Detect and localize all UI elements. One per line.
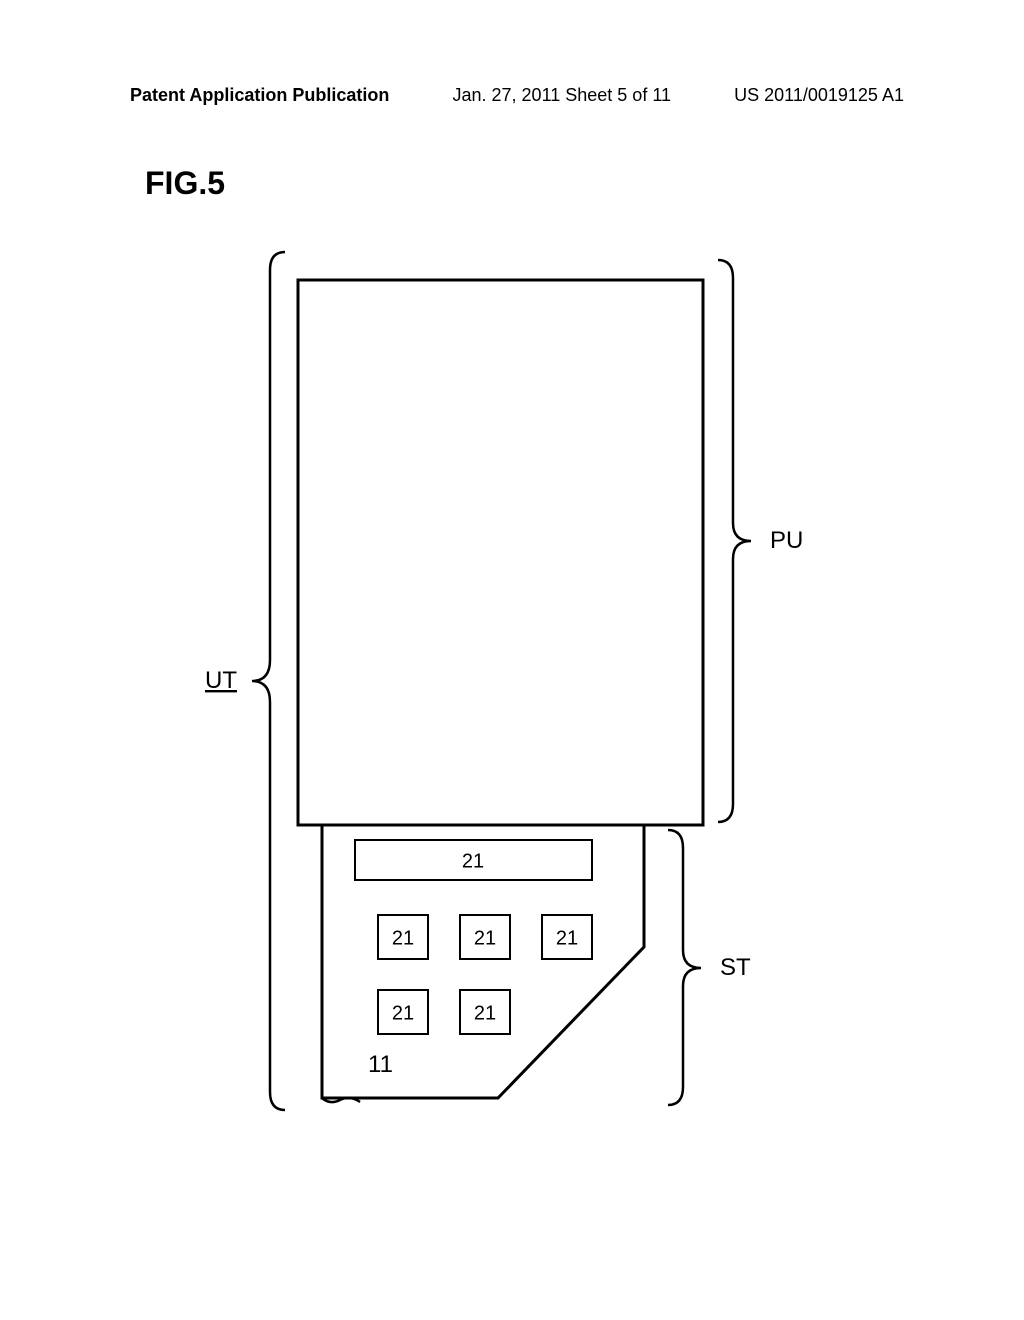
main-rect-pu — [298, 280, 703, 825]
brace-pu — [718, 260, 751, 822]
box-21-r2c2-label: 21 — [474, 1002, 496, 1024]
brace-ut — [252, 252, 285, 1110]
document-header: Patent Application Publication Jan. 27, … — [0, 85, 1024, 106]
patent-diagram: 21 21 21 21 21 21 11 UT PU ST — [0, 230, 1024, 1130]
box-21-wide-label: 21 — [462, 850, 484, 872]
box-21-r1c3-label: 21 — [556, 927, 578, 949]
ref-11-label: 11 — [368, 1051, 393, 1078]
brace-st — [668, 830, 701, 1105]
header-center: Jan. 27, 2011 Sheet 5 of 11 — [453, 85, 672, 106]
header-left: Patent Application Publication — [130, 85, 389, 106]
box-21-r1c2-label: 21 — [474, 927, 496, 949]
diagram-container: 21 21 21 21 21 21 11 UT PU ST — [0, 230, 1024, 1130]
label-ut: UT — [205, 667, 237, 694]
box-21-r1c1-label: 21 — [392, 927, 414, 949]
label-pu: PU — [770, 527, 803, 554]
label-st: ST — [720, 954, 751, 981]
figure-label: FIG.5 — [145, 165, 225, 202]
box-21-r2c1-label: 21 — [392, 1002, 414, 1024]
header-right: US 2011/0019125 A1 — [734, 85, 904, 106]
